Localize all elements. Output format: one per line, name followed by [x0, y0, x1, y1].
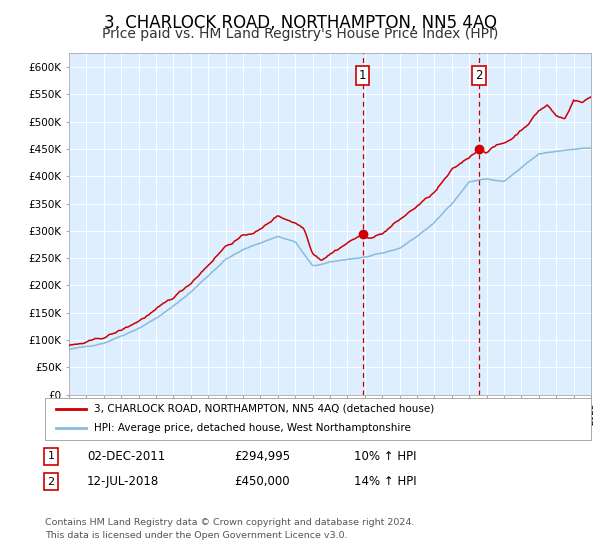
Text: 14% ↑ HPI: 14% ↑ HPI — [354, 475, 416, 488]
Text: £450,000: £450,000 — [234, 475, 290, 488]
Text: 3, CHARLOCK ROAD, NORTHAMPTON, NN5 4AQ (detached house): 3, CHARLOCK ROAD, NORTHAMPTON, NN5 4AQ (… — [94, 404, 434, 414]
Text: 12-JUL-2018: 12-JUL-2018 — [87, 475, 159, 488]
Text: 1: 1 — [359, 69, 367, 82]
Text: 02-DEC-2011: 02-DEC-2011 — [87, 450, 165, 463]
Text: 2: 2 — [475, 69, 483, 82]
Text: 1: 1 — [47, 451, 55, 461]
Text: 3, CHARLOCK ROAD, NORTHAMPTON, NN5 4AQ: 3, CHARLOCK ROAD, NORTHAMPTON, NN5 4AQ — [104, 14, 497, 32]
Text: Contains HM Land Registry data © Crown copyright and database right 2024.
This d: Contains HM Land Registry data © Crown c… — [45, 518, 415, 539]
Text: 2: 2 — [47, 477, 55, 487]
Text: Price paid vs. HM Land Registry's House Price Index (HPI): Price paid vs. HM Land Registry's House … — [102, 27, 498, 41]
Text: £294,995: £294,995 — [234, 450, 290, 463]
Text: 10% ↑ HPI: 10% ↑ HPI — [354, 450, 416, 463]
Text: HPI: Average price, detached house, West Northamptonshire: HPI: Average price, detached house, West… — [94, 423, 411, 433]
